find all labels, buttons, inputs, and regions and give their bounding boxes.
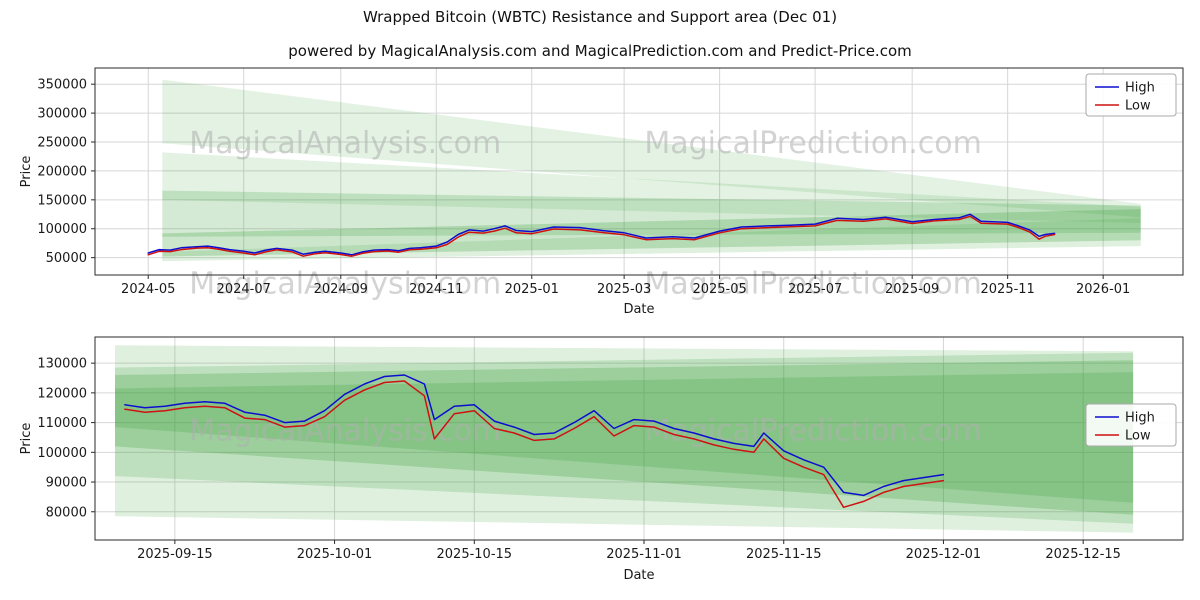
x-tick-label: 2025-09 xyxy=(885,282,939,297)
y-tick-label: 250000 xyxy=(37,136,87,151)
y-axis: 50000 100000 150000 200000 250000 300000 35000… xyxy=(37,78,95,266)
x-tick-label: 2025-11-01 xyxy=(606,547,682,562)
x-tick-label: 2024-05 xyxy=(121,282,175,297)
y-tick-label: 130000 xyxy=(37,357,87,372)
chart-subtitle: powered by MagicalAnalysis.com and Magic… xyxy=(288,42,912,60)
legend-item-label: Low xyxy=(1125,428,1151,443)
x-axis: 2025-09-15 2025-10-01 2025-10-15 2025-11-01… xyxy=(137,540,1121,562)
watermark-text: MagicalPrediction.com xyxy=(644,267,982,302)
y-tick-label: 200000 xyxy=(37,164,87,179)
band xyxy=(162,152,1141,223)
x-tick-label: 2025-07 xyxy=(788,282,842,297)
legend: High Low xyxy=(1085,403,1177,447)
x-tick-label: 2025-11 xyxy=(981,282,1035,297)
watermark-text: MagicalAnalysis.com xyxy=(189,267,501,302)
x-tick-label: 2024-11 xyxy=(409,282,463,297)
legend-item-label: High xyxy=(1125,410,1155,425)
x-tick-label: 2026-01 xyxy=(1076,282,1130,297)
y-tick-label: 90000 xyxy=(46,476,87,491)
support-resistance-bands xyxy=(162,79,1141,262)
x-tick-label: 2025-01 xyxy=(505,282,559,297)
legend-item-label: Low xyxy=(1125,99,1151,114)
gridlines xyxy=(95,337,1183,540)
plot-border xyxy=(94,67,1184,276)
legend-item-label: High xyxy=(1125,81,1155,96)
y-tick-label: 110000 xyxy=(37,416,87,431)
chart-title: Wrapped Bitcoin (WBTC) Resistance and Su… xyxy=(362,8,838,26)
bottom-chart: MagicalAnalysis.com MagicalPrediction.com… xyxy=(19,336,1184,583)
y-tick-label: 100000 xyxy=(37,222,87,237)
watermark-text: MagicalPrediction.com xyxy=(644,414,982,449)
support-resistance-bands xyxy=(115,345,1134,533)
x-tick-label: 2025-03 xyxy=(597,282,651,297)
low-line xyxy=(124,380,945,509)
y-tick-label: 300000 xyxy=(37,107,87,122)
x-axis-label: Date xyxy=(623,568,654,583)
y-axis-label: Price xyxy=(19,423,34,455)
x-axis-label: Date xyxy=(623,302,654,317)
y-axis-label: Price xyxy=(19,156,34,188)
y-axis: 80000 90000 100000 110000 120000 130000 xyxy=(37,357,95,520)
band xyxy=(115,360,1134,515)
x-tick-label: 2025-10-01 xyxy=(297,547,373,562)
watermark-text: MagicalAnalysis.com xyxy=(189,126,501,161)
x-tick-label: 2024-07 xyxy=(217,282,271,297)
x-tick-label: 2025-10-15 xyxy=(437,547,513,562)
x-axis: 2024-05 2024-07 2024-09 2024-11 2025-01 2025-… xyxy=(121,275,1130,297)
x-tick-label: 2025-09-15 xyxy=(137,547,213,562)
band xyxy=(115,372,1134,503)
low-line xyxy=(147,215,1056,257)
band xyxy=(115,345,1134,533)
y-tick-label: 80000 xyxy=(46,505,87,520)
plot-area xyxy=(95,337,1183,540)
x-tick-label: 2025-12-01 xyxy=(906,547,982,562)
high-line xyxy=(124,374,945,497)
y-tick-label: 350000 xyxy=(37,78,87,93)
plot-area xyxy=(95,68,1183,275)
band xyxy=(115,352,1134,524)
legend: High Low xyxy=(1085,73,1177,117)
y-tick-label: 100000 xyxy=(37,446,87,461)
x-tick-label: 2025-12-15 xyxy=(1045,547,1121,562)
y-tick-label: 150000 xyxy=(37,193,87,208)
y-tick-label: 50000 xyxy=(46,251,87,266)
watermark-text: MagicalPrediction.com xyxy=(644,126,982,161)
band xyxy=(162,79,1141,218)
top-chart: MagicalAnalysis.com MagicalPrediction.com… xyxy=(19,67,1184,317)
band xyxy=(162,190,1141,237)
y-tick-label: 120000 xyxy=(37,386,87,401)
gridlines xyxy=(95,68,1183,275)
x-tick-label: 2025-11-15 xyxy=(746,547,822,562)
x-tick-label: 2024-09 xyxy=(314,282,368,297)
watermark-text: MagicalAnalysis.com xyxy=(189,414,501,449)
x-tick-label: 2025-05 xyxy=(692,282,746,297)
high-line xyxy=(147,213,1056,256)
plot-border xyxy=(94,336,1184,541)
